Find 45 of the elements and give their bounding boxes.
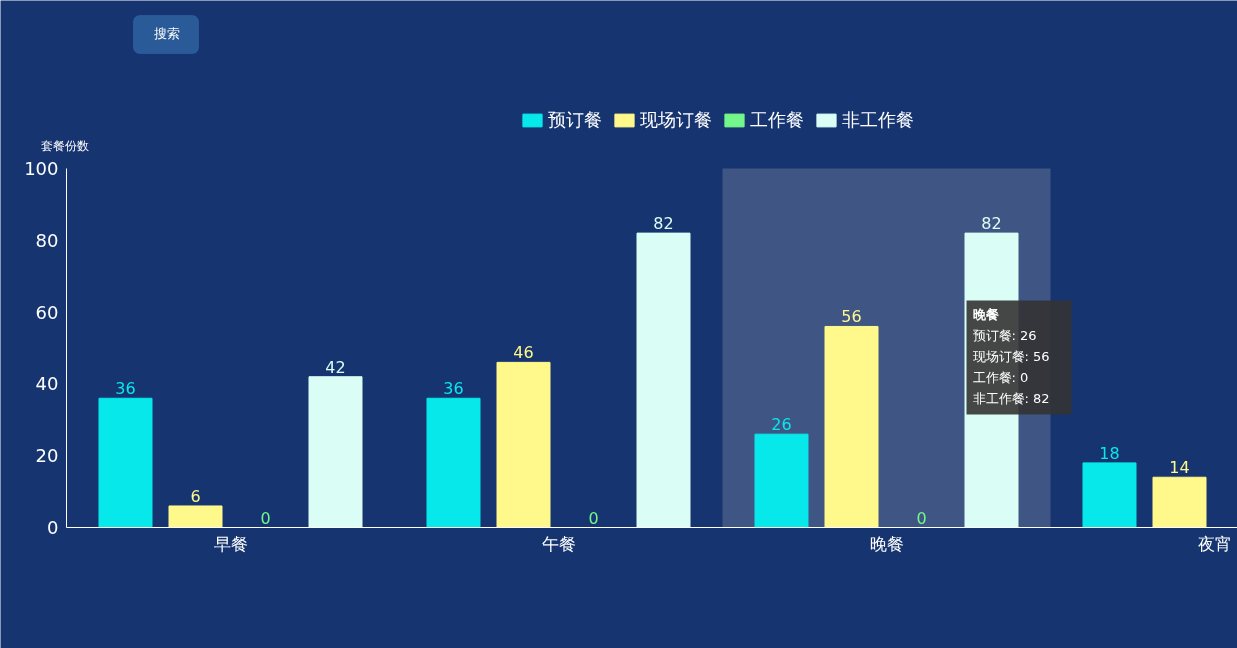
bar [1082, 462, 1137, 528]
x-tick-label: 晚餐 [869, 533, 904, 554]
bar [308, 376, 363, 528]
y-tick-label: 60 [35, 301, 59, 323]
data-label: 46 [513, 343, 534, 363]
y-tick-label: 20 [35, 445, 59, 467]
data-label: 82 [981, 214, 1002, 234]
text: 搜索 [153, 25, 180, 41]
y-tick-label: 40 [35, 373, 59, 395]
data-label: 14 [1169, 458, 1190, 478]
x-tick-label: 午餐 [541, 533, 576, 554]
bar [98, 397, 153, 528]
y-axis-title: 套餐份数 [40, 138, 89, 153]
annotation: 非工作餐: 82 [972, 390, 1050, 406]
annotation: 工作餐: 0 [972, 369, 1029, 385]
data-label: 82 [653, 214, 674, 234]
annotation: 预订餐: 26 [972, 327, 1037, 343]
bar [1152, 476, 1207, 528]
bar [426, 397, 481, 528]
bar [636, 232, 691, 528]
data-label: 42 [325, 357, 346, 377]
data-label: 0 [260, 508, 271, 528]
bar [168, 505, 223, 528]
data-label: 18 [1099, 443, 1120, 463]
data-label: 36 [443, 379, 464, 399]
legend-label: 现场订餐 [640, 108, 712, 132]
y-tick-label: 80 [35, 229, 59, 251]
data-label: 26 [771, 415, 792, 435]
y-tick-label: 0 [47, 517, 59, 538]
data-label: 6 [190, 486, 201, 506]
y-tick-label: 100 [24, 158, 59, 179]
x-tick-label: 夜宵 [1197, 533, 1232, 554]
legend-label: 工作餐 [750, 108, 804, 132]
x-tick-label: 早餐 [213, 533, 248, 554]
annotation: 现场订餐: 56 [972, 348, 1050, 364]
data-label: 36 [115, 379, 136, 399]
data-label: 0 [588, 508, 599, 528]
legend-label: 非工作餐 [842, 108, 914, 132]
text: 晚餐 [972, 306, 999, 322]
data-label: 0 [916, 508, 927, 528]
data-label: 56 [841, 307, 862, 327]
bar [754, 433, 809, 528]
bar [496, 361, 551, 528]
legend-label: 预订餐 [548, 108, 602, 132]
bar [824, 325, 879, 528]
